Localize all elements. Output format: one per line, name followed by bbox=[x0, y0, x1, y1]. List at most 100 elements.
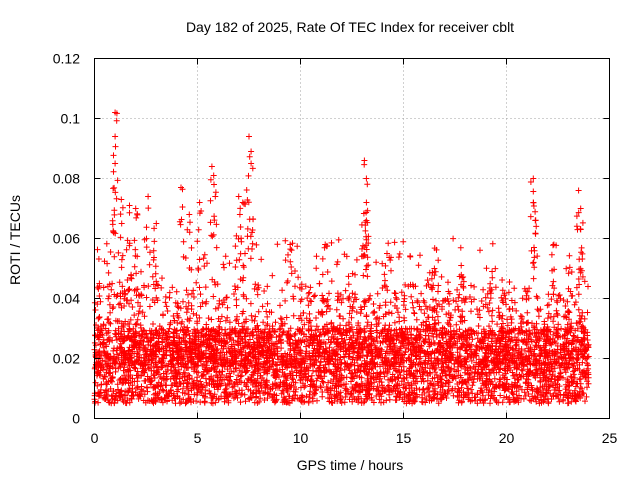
data-point bbox=[584, 384, 590, 391]
data-point bbox=[100, 375, 107, 382]
data-point bbox=[264, 283, 271, 290]
data-point bbox=[451, 342, 458, 349]
data-point bbox=[129, 388, 136, 395]
data-point bbox=[364, 273, 371, 280]
data-point bbox=[104, 283, 111, 290]
data-point bbox=[135, 310, 142, 317]
data-point bbox=[261, 288, 268, 294]
data-point bbox=[127, 316, 134, 323]
data-point bbox=[355, 393, 362, 400]
data-point bbox=[251, 399, 258, 406]
data-point bbox=[247, 300, 254, 307]
data-point bbox=[569, 363, 576, 370]
data-point bbox=[298, 366, 305, 373]
data-point bbox=[488, 338, 495, 345]
data-point bbox=[337, 367, 344, 374]
data-point bbox=[456, 353, 463, 359]
data-point bbox=[422, 332, 429, 339]
data-point bbox=[438, 273, 445, 280]
data-point bbox=[527, 361, 534, 368]
data-point bbox=[310, 293, 317, 300]
data-point bbox=[159, 386, 166, 393]
data-point bbox=[405, 283, 412, 290]
data-point bbox=[390, 340, 397, 347]
data-point bbox=[298, 384, 304, 391]
data-point bbox=[204, 260, 210, 267]
data-point bbox=[191, 391, 198, 398]
data-point bbox=[442, 297, 449, 304]
data-point bbox=[98, 381, 105, 388]
data-point bbox=[408, 293, 415, 300]
data-point bbox=[319, 292, 326, 299]
data-point bbox=[226, 348, 233, 355]
data-point bbox=[482, 396, 489, 403]
data-point bbox=[103, 240, 110, 247]
data-point bbox=[530, 259, 537, 266]
data-point bbox=[142, 348, 149, 355]
data-point bbox=[183, 287, 190, 294]
data-point bbox=[393, 294, 399, 301]
data-point bbox=[522, 347, 528, 354]
data-point bbox=[446, 290, 453, 297]
data-point bbox=[583, 355, 590, 362]
data-point bbox=[585, 283, 591, 290]
data-point bbox=[418, 290, 425, 297]
data-point bbox=[553, 359, 560, 366]
data-point bbox=[152, 285, 159, 292]
data-point bbox=[196, 284, 203, 291]
data-point bbox=[95, 256, 102, 262]
data-point bbox=[325, 302, 332, 309]
data-point bbox=[137, 360, 144, 367]
data-point bbox=[147, 364, 153, 371]
data-point bbox=[231, 291, 237, 297]
data-point bbox=[565, 270, 572, 277]
data-point bbox=[193, 312, 200, 319]
data-point bbox=[518, 386, 525, 393]
data-point bbox=[562, 326, 569, 333]
data-point bbox=[526, 285, 533, 292]
data-point bbox=[145, 283, 152, 290]
data-point bbox=[581, 278, 588, 285]
data-point bbox=[160, 387, 167, 394]
data-point bbox=[97, 298, 104, 305]
data-point bbox=[393, 305, 400, 312]
data-point bbox=[152, 398, 159, 405]
data-point bbox=[134, 286, 141, 293]
data-point bbox=[134, 385, 140, 391]
data-point bbox=[445, 310, 452, 317]
data-point bbox=[158, 284, 165, 291]
data-point bbox=[410, 340, 416, 347]
data-point bbox=[468, 308, 474, 315]
data-point bbox=[499, 297, 506, 304]
data-point bbox=[185, 372, 192, 378]
data-point bbox=[424, 377, 431, 384]
data-point bbox=[431, 366, 438, 373]
data-point bbox=[305, 290, 312, 297]
data-point bbox=[455, 294, 462, 301]
data-point bbox=[486, 300, 493, 306]
data-point bbox=[425, 384, 432, 391]
data-point bbox=[261, 397, 268, 403]
data-point bbox=[568, 269, 575, 275]
data-point bbox=[513, 307, 520, 314]
data-point bbox=[414, 393, 421, 400]
data-point bbox=[255, 366, 262, 373]
data-point bbox=[379, 260, 386, 267]
data-point bbox=[272, 319, 279, 326]
data-point bbox=[451, 366, 458, 373]
data-point bbox=[374, 290, 381, 297]
data-point bbox=[160, 312, 166, 319]
data-point bbox=[180, 298, 186, 305]
data-point bbox=[434, 378, 441, 385]
data-point bbox=[396, 250, 403, 257]
data-point bbox=[299, 392, 305, 399]
data-point bbox=[537, 377, 544, 384]
data-point bbox=[133, 270, 140, 277]
data-point bbox=[230, 368, 237, 375]
data-point bbox=[162, 293, 169, 300]
data-point bbox=[539, 391, 546, 398]
data-point bbox=[572, 299, 579, 306]
data-point bbox=[186, 332, 193, 339]
data-point bbox=[540, 376, 547, 383]
